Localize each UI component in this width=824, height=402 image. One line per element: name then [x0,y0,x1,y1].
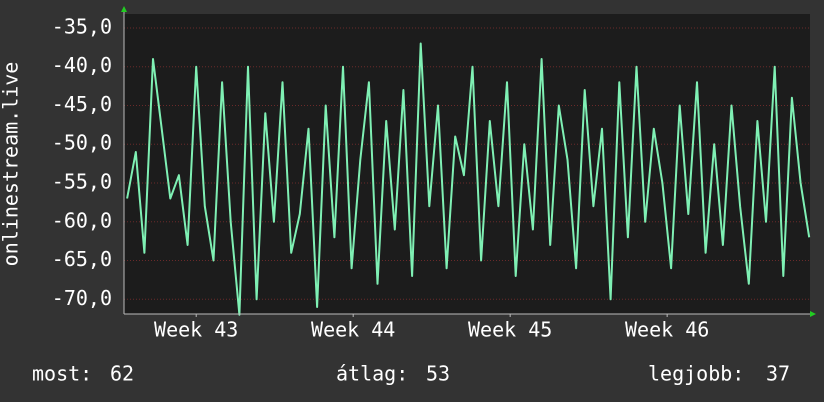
x-arrow [810,311,816,317]
x-tick-label: Week 44 [311,318,395,342]
stat-label: most: [32,362,92,386]
x-tick-label: Week 43 [154,318,238,342]
stat-value: 62 [110,362,134,386]
x-tick-label: Week 46 [625,318,709,342]
y-tick-label: -60,0 [52,208,112,232]
x-tick-label: Week 45 [468,318,552,342]
stat-value: 37 [766,362,790,386]
stat-label: legjobb: [648,362,744,386]
y-axis-label: onlinestream.live [0,62,23,267]
stat-value: 53 [426,362,450,386]
y-tick-label: -35,0 [52,14,112,38]
y-tick-label: -50,0 [52,131,112,155]
stat-label: átlag: [336,362,408,386]
series-line [126,42,811,316]
y-tick-label: -45,0 [52,92,112,116]
y-arrow [121,6,127,12]
y-tick-label: -55,0 [52,169,112,193]
marks [126,42,811,316]
y-tick-label: -40,0 [52,53,112,77]
plot-area [124,14,810,314]
y-tick-label: -70,0 [52,286,112,310]
y-tick-label: -65,0 [52,247,112,271]
